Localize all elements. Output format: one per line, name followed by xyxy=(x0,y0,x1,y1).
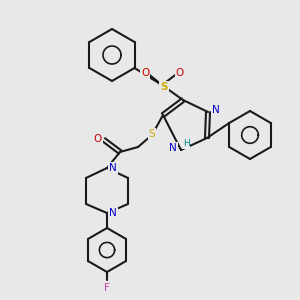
Text: O: O xyxy=(94,134,102,144)
Text: H: H xyxy=(183,140,189,148)
Text: S: S xyxy=(149,129,155,139)
Text: S: S xyxy=(160,82,168,92)
Text: O: O xyxy=(141,68,149,78)
Text: N: N xyxy=(109,163,117,173)
Text: N: N xyxy=(169,143,177,153)
Text: F: F xyxy=(104,283,110,293)
Text: O: O xyxy=(176,68,184,78)
Text: N: N xyxy=(109,208,117,218)
Text: N: N xyxy=(212,105,220,115)
